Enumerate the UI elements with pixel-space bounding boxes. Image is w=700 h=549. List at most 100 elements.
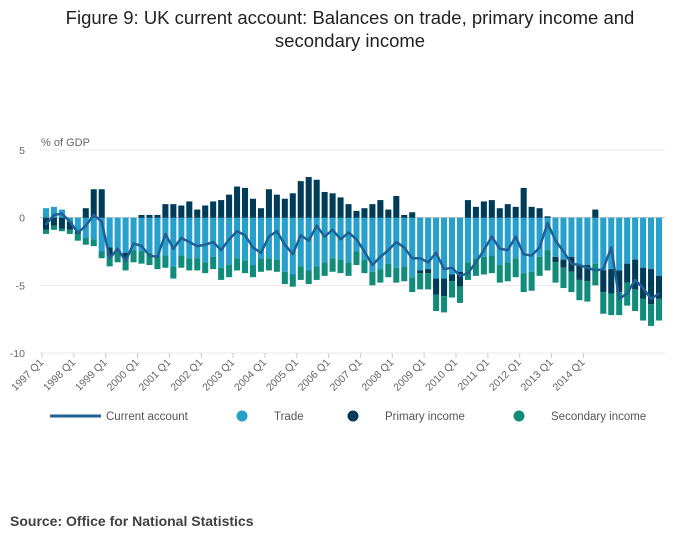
current-account-point [602,268,605,270]
secondary-bar [353,251,360,266]
current-account-point [546,222,549,224]
trade-bar [504,217,511,263]
legend-trade-swatch [236,410,248,422]
current-account-point [268,235,270,238]
current-account-point [379,256,382,258]
trade-bar [154,217,161,256]
trade-bar [313,217,320,267]
primary-bar [329,193,336,218]
secondary-bar [297,266,304,280]
secondary-bar [496,265,503,283]
current-account-point [100,220,103,223]
secondary-bar [456,286,464,303]
trade-bar [297,217,304,267]
trade-bar [632,217,639,260]
secondary-bar [512,258,519,278]
current-account-point [578,264,581,266]
trade-bar [170,217,177,267]
trade-bar [433,217,440,279]
primary-bar [496,208,503,218]
current-account-point [236,230,238,233]
secondary-bar [305,270,312,284]
secondary-bar [130,250,137,263]
secondary-bar [249,265,257,278]
primary-bar [616,270,623,293]
secondary-bar [377,269,384,283]
legend-trade-label: Trade [274,411,304,423]
current-account-point [220,249,223,252]
secondary-bar [648,304,655,326]
current-account-point [395,241,398,243]
primary-bar [544,216,551,218]
x-tick-label: 2003 Q1 [200,357,237,394]
primary-bar [98,189,105,218]
primary-bar [480,201,487,218]
trade-bar [369,217,376,272]
secondary-bar [98,251,105,259]
secondary-bar [608,293,615,316]
secondary-bar [417,273,424,290]
primary-bar [345,204,352,218]
trade-bar [305,217,312,271]
primary-bar [409,212,416,218]
current-account-point [228,238,230,241]
current-account-point [498,247,501,250]
primary-bar [226,194,233,218]
current-account-point [634,279,637,281]
secondary-bar [337,259,344,274]
secondary-bar [90,239,97,247]
current-account-point [538,246,541,249]
primary-bar [313,179,320,218]
current-account-point [291,253,294,256]
primary-bar [146,214,153,218]
secondary-bar [273,259,280,272]
current-account-point [260,251,262,254]
primary-bar [273,194,280,218]
x-tick-label: 2001 Q1 [137,357,174,394]
secondary-bar [154,255,161,270]
primary-bar [90,189,97,218]
legend-secondary-income-swatch [513,410,525,422]
primary-bar [385,209,392,218]
x-tick-label: 2002 Q1 [168,357,205,394]
trade-bar [42,208,50,218]
trade-bar [496,217,503,266]
primary-bar [536,208,543,218]
chart-title-line2: secondary income [274,30,426,51]
current-account-point [594,269,597,272]
primary-bar [66,221,73,230]
primary-bar [488,200,495,218]
x-tick-label: 2007 Q1 [328,357,365,394]
current-account-point [68,220,71,223]
trade-bar [234,217,241,259]
current-account-point [140,245,143,247]
current-account-point [482,249,485,252]
trade-bar [82,217,89,238]
primary-bar [186,201,193,218]
primary-bar [241,187,249,218]
current-account-point [626,292,629,295]
primary-bar [249,198,257,218]
x-tick-label: 2005 Q1 [264,357,301,394]
trade-bar [592,217,599,264]
secondary-bar [544,250,551,271]
secondary-bar [441,296,448,313]
primary-bar [154,214,161,218]
current-account-point [212,241,215,243]
current-account-point [283,243,286,246]
trade-bar [146,217,153,253]
trade-bar [345,217,352,263]
secondary-bar [114,251,121,263]
primary-bar [448,274,456,282]
primary-bar [50,217,57,226]
trade-bar [417,217,424,271]
primary-bar [560,259,567,268]
trade-bar [624,217,631,264]
primary-bar [170,204,177,218]
primary-bar [472,206,479,218]
secondary-bar [520,273,527,293]
primary-bar [257,208,264,218]
primary-bar [194,209,201,218]
trade-bar [648,217,655,270]
current-account-point [124,260,127,262]
